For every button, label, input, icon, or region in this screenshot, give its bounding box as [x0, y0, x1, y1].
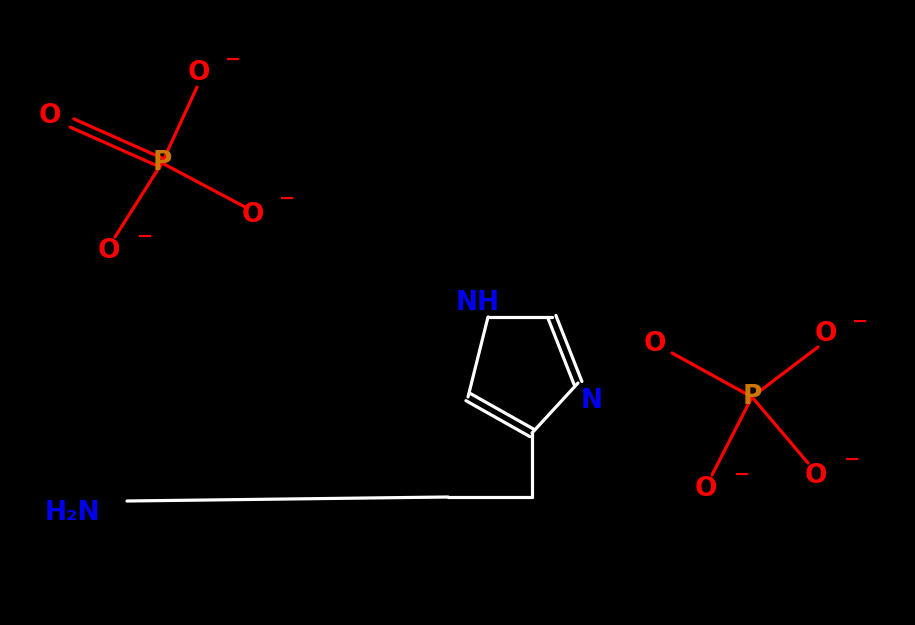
- Text: P: P: [742, 384, 761, 410]
- Text: H₂N: H₂N: [44, 500, 100, 526]
- Text: O: O: [694, 476, 717, 502]
- Text: P: P: [152, 150, 172, 176]
- Text: −: −: [279, 189, 296, 208]
- Text: O: O: [38, 103, 61, 129]
- Text: NH: NH: [456, 290, 500, 316]
- Text: −: −: [852, 311, 868, 331]
- Text: −: −: [734, 464, 750, 484]
- Text: N: N: [581, 388, 603, 414]
- Text: −: −: [844, 449, 860, 469]
- Text: −: −: [137, 226, 153, 246]
- Text: O: O: [242, 202, 264, 228]
- Text: −: −: [225, 49, 242, 69]
- Text: O: O: [814, 321, 837, 347]
- Text: O: O: [98, 238, 120, 264]
- Text: O: O: [805, 463, 827, 489]
- Text: O: O: [644, 331, 666, 357]
- Text: O: O: [188, 60, 210, 86]
